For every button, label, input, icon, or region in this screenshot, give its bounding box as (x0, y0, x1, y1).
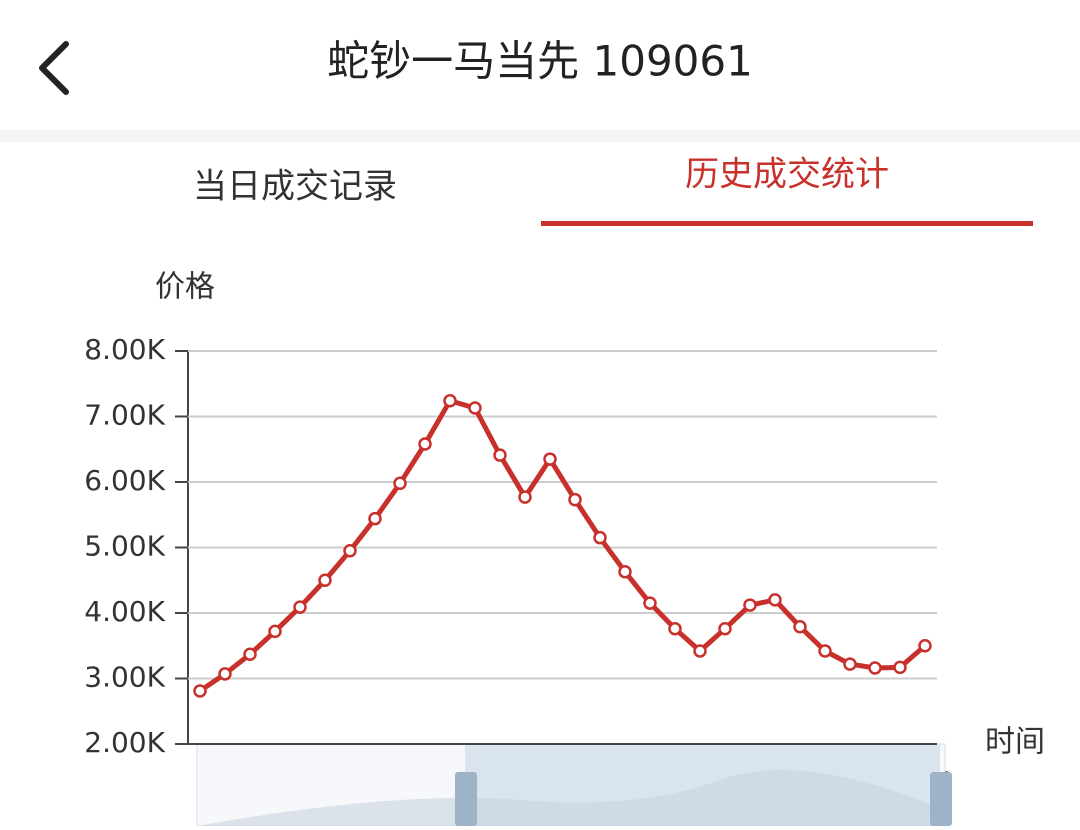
data-point (593, 530, 607, 545)
x-axis-label: 时间 (985, 725, 1045, 760)
data-point (343, 544, 357, 558)
data-point (693, 644, 707, 658)
data-point (568, 492, 582, 507)
data-point (268, 624, 282, 639)
header-bar (0, 0, 1080, 130)
y-tick-label: 5.00K (84, 530, 165, 563)
data-point (743, 598, 757, 612)
data-point (768, 593, 782, 607)
data-point (193, 684, 207, 698)
data-point (318, 573, 332, 587)
slider-handle[interactable] (455, 772, 477, 826)
tab[interactable]: 当日成交记录 (193, 167, 397, 207)
data-point (718, 621, 732, 636)
data-point (668, 621, 682, 636)
slider-preview (197, 770, 945, 826)
data-point (918, 639, 932, 653)
y-tick-label: 2.00K (84, 726, 165, 759)
slider-handle[interactable] (930, 772, 952, 826)
tab-underline (541, 221, 1033, 226)
data-point (368, 511, 382, 526)
tab-active[interactable]: 历史成交统计 (685, 155, 889, 195)
data-point (393, 476, 407, 491)
data-point (518, 490, 532, 504)
y-axis-label: 价格 (155, 270, 215, 305)
data-point (218, 667, 232, 681)
data-point (843, 657, 857, 671)
page-title: 蛇钞一马当先 109061 (327, 37, 753, 86)
zoom-slider[interactable] (196, 743, 952, 827)
data-point (468, 401, 482, 415)
data-point (618, 564, 632, 579)
y-tick-label: 3.00K (84, 661, 165, 694)
data-point (793, 620, 807, 634)
data-point (243, 647, 257, 662)
y-tick-label: 6.00K (84, 464, 165, 497)
data-point (893, 660, 907, 675)
data-point (493, 448, 507, 462)
data-point (818, 644, 832, 658)
y-tick-label: 4.00K (84, 595, 165, 628)
data-point (418, 437, 432, 451)
data-point (293, 600, 307, 614)
separator (0, 130, 1080, 142)
back-button[interactable] (39, 41, 69, 95)
data-point (868, 661, 882, 675)
price-line (198, 398, 927, 694)
data-point (443, 394, 457, 408)
data-point (643, 596, 657, 610)
y-tick-label: 7.00K (84, 399, 165, 432)
y-tick-label: 8.00K (84, 333, 165, 366)
data-point (543, 452, 557, 466)
